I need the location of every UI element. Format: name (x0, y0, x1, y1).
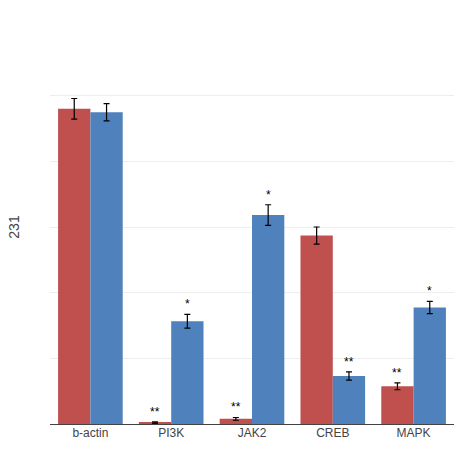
svg-text:**: ** (150, 405, 160, 419)
svg-text:MAPK: MAPK (397, 426, 431, 440)
svg-text:**: ** (231, 400, 241, 414)
svg-text:*: * (185, 297, 190, 311)
svg-text:**: ** (392, 366, 402, 380)
svg-text:*: * (266, 188, 271, 202)
svg-text:**: ** (344, 355, 354, 369)
svg-text:CREB: CREB (316, 426, 349, 440)
svg-text:JAK2: JAK2 (238, 426, 267, 440)
svg-text:b-actin: b-actin (72, 426, 108, 440)
svg-text:*: * (427, 284, 432, 298)
svg-text:231: 231 (6, 215, 22, 239)
svg-text:PI3K: PI3K (158, 426, 184, 440)
